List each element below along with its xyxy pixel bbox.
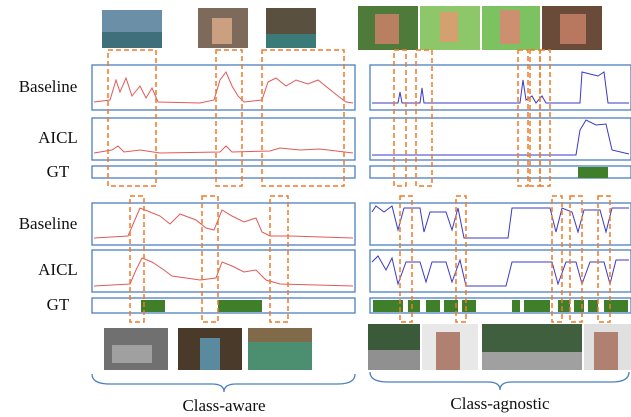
caption: Class-aware bbox=[182, 396, 265, 415]
brace-left bbox=[92, 374, 355, 392]
row-label: GT bbox=[47, 295, 70, 314]
row-label: Baseline bbox=[19, 77, 78, 96]
row-label: Baseline bbox=[19, 214, 78, 233]
row-label: AICL bbox=[38, 128, 78, 147]
thumbnails-bottom bbox=[104, 324, 631, 370]
brace-right bbox=[370, 372, 629, 390]
caption: Class-agnostic bbox=[450, 394, 550, 413]
thumbnails-top bbox=[102, 6, 602, 50]
figure: Baseline AICL GT Baseline AICL GT Class-… bbox=[0, 0, 631, 417]
row-label: AICL bbox=[38, 260, 78, 279]
row-label: GT bbox=[47, 162, 70, 181]
